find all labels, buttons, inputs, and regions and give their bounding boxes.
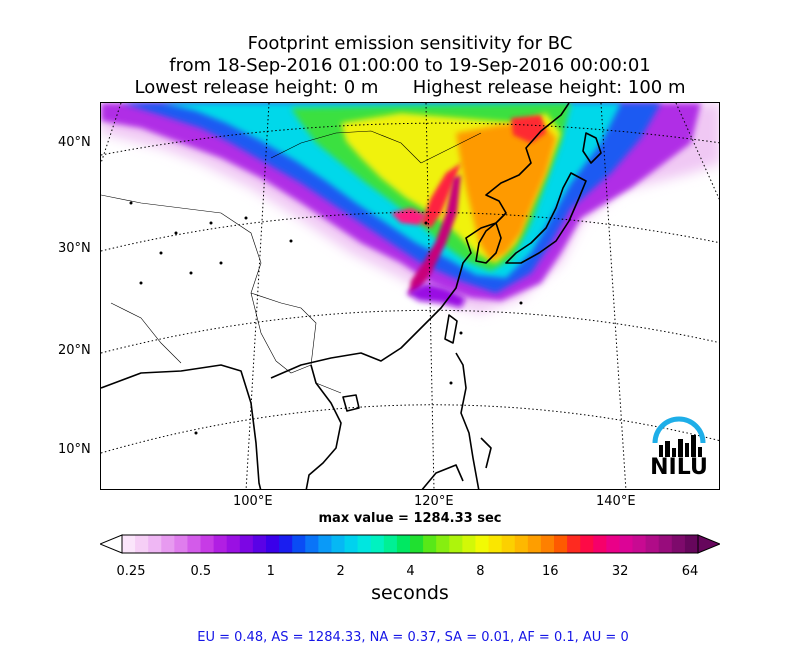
colorbar-cell (527, 535, 542, 553)
colorbar-cell (449, 535, 463, 553)
coast-japan (505, 172, 587, 264)
colorbar-tick-label: 64 (681, 564, 699, 579)
colorbar-cell (239, 535, 254, 553)
footprint-plume (101, 103, 719, 313)
colorbar-cell (174, 535, 188, 553)
colorbar-cell (632, 535, 647, 553)
colorbar-cell (213, 535, 228, 553)
colorbar-cell (226, 535, 241, 553)
region-stats-text: EU = 0.48, AS = 1284.33, NA = 0.37, SA =… (197, 630, 629, 645)
plot-title-line-2: from 18-Sep-2016 01:00:00 to 19-Sep-2016… (169, 55, 651, 76)
colorbar-cell (645, 535, 660, 553)
coast-korea (475, 222, 502, 264)
country-borders (101, 130, 482, 394)
coast-hainan (342, 394, 360, 412)
islands-and-lakes (129, 201, 523, 435)
plume-layer-orange (456, 121, 556, 261)
colorbar-min-extend (100, 534, 123, 554)
lat-label-10n: 10°N (58, 442, 91, 457)
plot-title-line-1: Footprint emission sensitivity for BC (247, 33, 573, 54)
colorbar-cell (619, 535, 634, 553)
colorbar-tick-label: 0.25 (116, 564, 146, 579)
colorbar-cell (187, 535, 202, 553)
colorbar-cell (122, 535, 136, 553)
coast-indochina (305, 364, 342, 489)
colorbar-cell (292, 535, 306, 553)
colorbar-tick-label: 32 (611, 564, 629, 579)
colorbar-cell (305, 535, 319, 553)
coast-philippines (455, 352, 492, 489)
colorbar-cell (410, 535, 424, 553)
nilu-logo-text: NILU (650, 455, 708, 480)
colorbar-cell (593, 535, 607, 553)
lon-label-140e: 140°E (596, 494, 636, 509)
plume-tail-violet (406, 283, 466, 308)
colorbar-label: seconds (371, 582, 449, 604)
colorbar-cell (567, 535, 581, 553)
colorbar-cell (606, 535, 620, 553)
coast-borneo (421, 464, 464, 489)
colorbar-cell (671, 535, 686, 553)
plot-title-line-3: Lowest release height: 0 m Highest relea… (134, 77, 686, 98)
nilu-logo-mark (652, 416, 706, 457)
colorbar-cell (279, 535, 293, 553)
coastlines (101, 103, 602, 489)
nilu-logo: NILU (649, 413, 709, 483)
colorbar-tick-label: 16 (541, 564, 559, 579)
colorbar-cell (200, 535, 215, 553)
coast-hokkaido (582, 132, 602, 164)
colorbar-cell (383, 535, 398, 553)
lat-label-20n: 20°N (58, 343, 91, 358)
colorbar-cell (396, 535, 411, 553)
lon-label-100e: 100°E (233, 494, 273, 509)
map-canvas (101, 103, 719, 489)
colorbar-cell (266, 535, 280, 553)
colorbar-cell (462, 535, 476, 553)
colorbar-cell (436, 535, 450, 553)
colorbar-cell (370, 535, 385, 553)
colorbar-cell (135, 535, 149, 553)
graticule (101, 103, 719, 489)
colorbar-cell (252, 535, 267, 553)
max-value-text: max value = 1284.33 sec (318, 511, 502, 526)
colorbar-cell (684, 535, 699, 553)
colorbar-max-extend (697, 534, 720, 554)
footprint-map: NILU (100, 102, 720, 490)
plume-layer-pink (391, 208, 426, 225)
coast-taiwan (444, 314, 458, 344)
colorbar-cell (357, 535, 372, 553)
colorbar-cell (501, 535, 516, 553)
lon-label-120e: 120°E (414, 494, 454, 509)
colorbar-cell (423, 535, 437, 553)
colorbar-cell (540, 535, 555, 553)
colorbar-tick-label: 0.5 (190, 564, 212, 579)
lat-label-40n: 40°N (58, 135, 91, 150)
plume-layer-magenta-core (409, 175, 461, 295)
colorbar-tick-label: 8 (476, 564, 485, 579)
colorbar-tick-label: 4 (406, 564, 415, 579)
colorbar-cell (318, 535, 332, 553)
coast-asia (101, 103, 570, 489)
colorbar-cell (580, 535, 594, 553)
colorbar-cell (344, 535, 359, 553)
plume-layer-red (421, 163, 461, 228)
colorbar-cell (514, 535, 529, 553)
colorbar-tick-label: 2 (336, 564, 345, 579)
lat-label-30n: 30°N (58, 241, 91, 256)
colorbar-cell (488, 535, 503, 553)
colorbar-cell (331, 535, 346, 553)
colorbar-tick-label: 1 (266, 564, 275, 579)
colorbar-cell (554, 535, 568, 553)
colorbar-cell (148, 535, 162, 553)
colorbar-cell (658, 535, 673, 553)
colorbar-cell (161, 535, 175, 553)
colorbar (100, 534, 720, 554)
colorbar-cell (475, 535, 490, 553)
